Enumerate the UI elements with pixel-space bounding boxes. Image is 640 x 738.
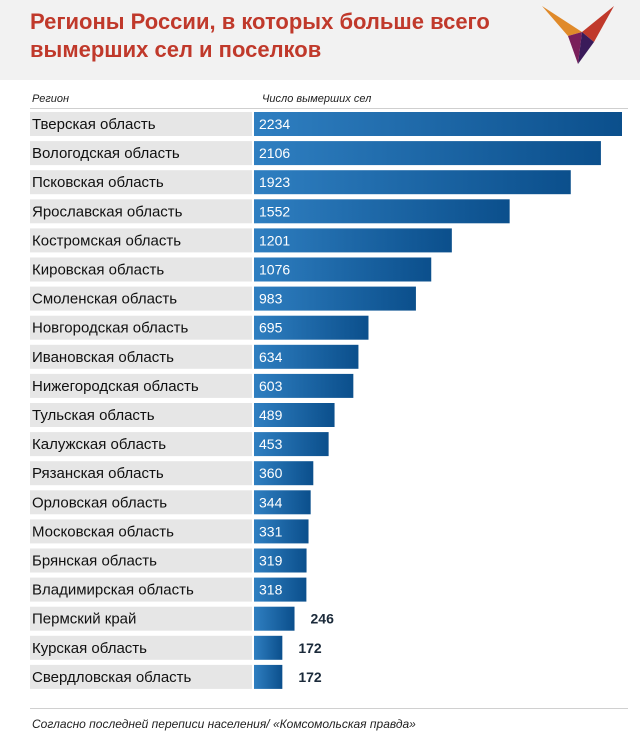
value-label: 2106 bbox=[259, 145, 290, 161]
category-label: Тульская область bbox=[32, 407, 155, 424]
row-band bbox=[30, 432, 252, 457]
value-label: 489 bbox=[259, 407, 283, 423]
row-band bbox=[30, 286, 252, 311]
bar bbox=[254, 432, 329, 457]
row-band bbox=[30, 461, 252, 486]
value-label: 695 bbox=[259, 320, 283, 336]
value-label: 331 bbox=[259, 523, 283, 539]
row-band bbox=[30, 315, 252, 340]
bar bbox=[254, 141, 601, 166]
bar bbox=[254, 257, 432, 282]
bar bbox=[254, 519, 309, 544]
category-label: Вологодская область bbox=[32, 145, 180, 162]
chart-title: Регионы России, в которых больше всего в… bbox=[30, 9, 490, 62]
value-label: 360 bbox=[259, 465, 283, 481]
bar bbox=[254, 664, 283, 689]
row-band bbox=[30, 577, 252, 602]
row-band bbox=[30, 403, 252, 427]
row-band bbox=[30, 112, 252, 136]
bar bbox=[254, 373, 354, 398]
header-divider bbox=[30, 108, 628, 109]
row-band bbox=[30, 519, 252, 544]
category-label: Курская область bbox=[32, 640, 147, 657]
row-band bbox=[30, 257, 252, 282]
value-label: 246 bbox=[311, 611, 335, 627]
category-label: Ярославская область bbox=[32, 203, 183, 220]
row-band bbox=[30, 490, 252, 515]
bar bbox=[254, 112, 622, 136]
category-label: Кировская область bbox=[32, 262, 164, 279]
bar bbox=[254, 315, 369, 340]
value-label: 318 bbox=[259, 582, 283, 598]
row-band bbox=[30, 548, 252, 573]
row-band bbox=[30, 199, 252, 224]
value-label: 1552 bbox=[259, 203, 290, 219]
bar bbox=[254, 286, 416, 311]
category-label: Ивановская область bbox=[32, 349, 174, 366]
value-label: 603 bbox=[259, 378, 283, 394]
bar bbox=[254, 635, 283, 660]
category-label: Пермский край bbox=[32, 611, 136, 628]
value-label: 634 bbox=[259, 349, 283, 365]
value-label: 2234 bbox=[259, 116, 290, 132]
value-label: 172 bbox=[298, 640, 322, 656]
footer-divider bbox=[30, 708, 628, 709]
bar bbox=[254, 403, 335, 427]
bar bbox=[254, 170, 571, 195]
category-label: Новгородская область bbox=[32, 320, 188, 337]
category-label: Орловская область bbox=[32, 494, 167, 511]
category-label: Псковская область bbox=[32, 174, 164, 191]
category-label: Костромская область bbox=[32, 232, 181, 249]
source-note: Согласно последней переписи населения/ «… bbox=[32, 717, 416, 731]
category-label: Владимирская область bbox=[32, 582, 194, 599]
column-header-value: Число вымерших сел bbox=[262, 93, 372, 105]
category-label: Смоленская область bbox=[32, 291, 177, 308]
row-band bbox=[30, 635, 252, 660]
category-label: Калужская область bbox=[32, 436, 166, 453]
bar bbox=[254, 490, 311, 515]
row-band bbox=[30, 170, 252, 195]
bar bbox=[254, 577, 307, 602]
value-label: 172 bbox=[298, 669, 322, 685]
bar bbox=[254, 461, 314, 486]
row-band bbox=[30, 141, 252, 166]
value-label: 983 bbox=[259, 291, 283, 307]
category-label: Тверская область bbox=[32, 116, 156, 133]
value-label: 344 bbox=[259, 494, 283, 510]
bar bbox=[254, 606, 295, 631]
value-label: 1201 bbox=[259, 232, 290, 248]
bar bbox=[254, 199, 510, 224]
header-band bbox=[0, 0, 640, 80]
row-band bbox=[30, 373, 252, 398]
bar bbox=[254, 344, 359, 369]
value-label: 319 bbox=[259, 553, 283, 569]
bar bbox=[254, 228, 452, 253]
value-label: 1923 bbox=[259, 174, 290, 190]
row-band bbox=[30, 228, 252, 253]
column-header-region: Регион bbox=[32, 93, 70, 105]
bird-logo-icon bbox=[542, 6, 614, 64]
category-label: Свердловская область bbox=[32, 669, 192, 686]
value-label: 453 bbox=[259, 436, 283, 452]
value-label: 1076 bbox=[259, 262, 290, 278]
bar bbox=[254, 548, 307, 573]
row-band bbox=[30, 344, 252, 369]
category-label: Нижегородская область bbox=[32, 378, 199, 395]
category-label: Рязанская область bbox=[32, 465, 164, 482]
row-band bbox=[30, 664, 252, 689]
row-band bbox=[30, 606, 252, 631]
category-label: Брянская область bbox=[32, 553, 157, 570]
category-label: Московская область bbox=[32, 523, 174, 540]
